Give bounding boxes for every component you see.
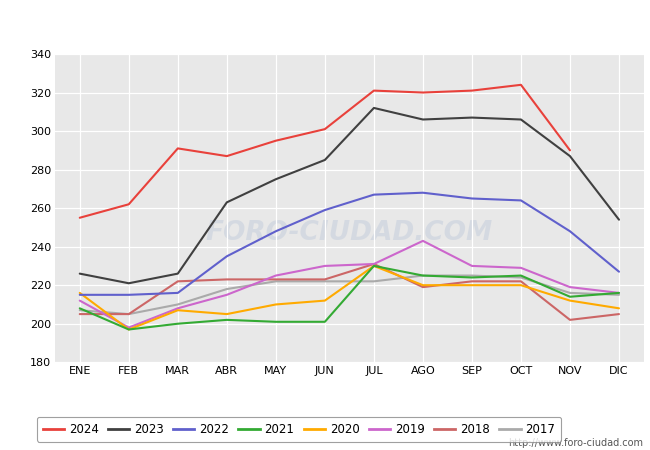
Text: Afiliados en Frómista a 30/11/2024: Afiliados en Frómista a 30/11/2024: [168, 14, 482, 33]
Text: FORO-CIUDAD.COM: FORO-CIUDAD.COM: [206, 220, 493, 246]
Text: http://www.foro-ciudad.com: http://www.foro-ciudad.com: [508, 438, 644, 448]
Legend: 2024, 2023, 2022, 2021, 2020, 2019, 2018, 2017: 2024, 2023, 2022, 2021, 2020, 2019, 2018…: [37, 417, 561, 442]
